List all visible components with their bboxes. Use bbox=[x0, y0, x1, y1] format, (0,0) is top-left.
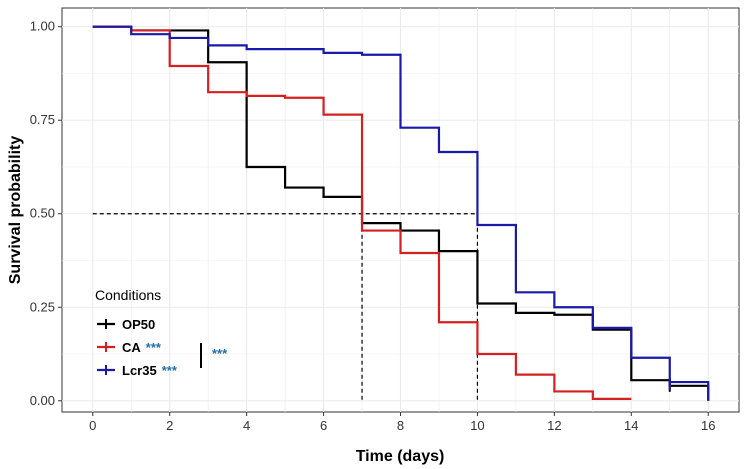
legend-item-op50: OP50 bbox=[97, 317, 155, 332]
y-axis-title: Survival probability bbox=[7, 136, 24, 285]
x-tick-label: 8 bbox=[397, 418, 404, 433]
axes: 0 2 4 6 8 10 12 14 16 0.00 0.25 0.50 0.75 1.00 bbox=[30, 19, 716, 433]
legend-label-lcr35: Lcr35 bbox=[122, 363, 157, 378]
x-tick-label: 14 bbox=[624, 418, 638, 433]
x-axis-title: Time (days) bbox=[356, 448, 445, 465]
x-tick-label: 16 bbox=[701, 418, 715, 433]
y-tick-label: 0.25 bbox=[30, 299, 55, 314]
y-tick-label: 0.75 bbox=[30, 112, 55, 127]
median-guides bbox=[92, 213, 479, 401]
series-line-ca bbox=[92, 25, 632, 401]
x-tick-label: 6 bbox=[320, 418, 327, 433]
legend-label-ca: CA bbox=[122, 340, 141, 355]
x-tick-label: 2 bbox=[166, 418, 173, 433]
legend-title: Conditions bbox=[95, 287, 161, 303]
legend-item-lcr35: Lcr35 *** bbox=[97, 363, 178, 378]
y-tick-label: 0.00 bbox=[30, 393, 55, 408]
x-tick-label: 10 bbox=[470, 418, 484, 433]
comparison-significance: *** bbox=[212, 346, 228, 361]
legend-item-ca: CA *** bbox=[97, 340, 162, 355]
legend-significance-lcr35: *** bbox=[162, 363, 178, 378]
legend-label-op50: OP50 bbox=[122, 317, 155, 332]
legend-significance-ca: *** bbox=[146, 340, 162, 355]
x-tick-label: 12 bbox=[547, 418, 561, 433]
y-tick-label: 0.50 bbox=[30, 206, 55, 221]
y-tick-label: 1.00 bbox=[30, 19, 55, 34]
series-line-lcr35 bbox=[92, 25, 710, 401]
x-tick-label: 0 bbox=[89, 418, 96, 433]
x-tick-label: 4 bbox=[243, 418, 250, 433]
series-lines bbox=[92, 25, 710, 401]
legend: Conditions OP50 CA *** Lcr35 *** *** bbox=[95, 287, 228, 378]
